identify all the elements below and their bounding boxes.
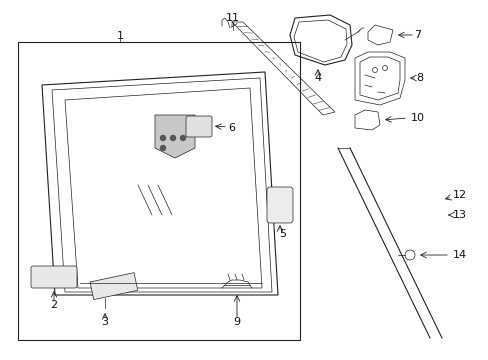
Text: 6: 6: [228, 123, 235, 133]
Text: 4: 4: [314, 73, 321, 83]
Text: 11: 11: [225, 13, 240, 23]
FancyBboxPatch shape: [31, 266, 77, 288]
Text: 10: 10: [410, 113, 424, 123]
Text: 1: 1: [116, 31, 123, 41]
Text: 13: 13: [452, 210, 466, 220]
Text: 5: 5: [279, 229, 286, 239]
Text: 14: 14: [452, 250, 466, 260]
Polygon shape: [155, 115, 195, 158]
Circle shape: [160, 135, 165, 140]
Circle shape: [160, 145, 165, 150]
Text: 9: 9: [233, 317, 240, 327]
Text: 8: 8: [416, 73, 423, 83]
Text: 7: 7: [414, 30, 421, 40]
Text: 2: 2: [50, 300, 58, 310]
Text: 3: 3: [102, 317, 108, 327]
Text: 12: 12: [452, 190, 466, 200]
Bar: [90, 273, 138, 300]
FancyBboxPatch shape: [266, 187, 292, 223]
Bar: [18, 42, 299, 340]
Circle shape: [180, 135, 185, 140]
Circle shape: [170, 135, 175, 140]
FancyBboxPatch shape: [185, 116, 212, 137]
